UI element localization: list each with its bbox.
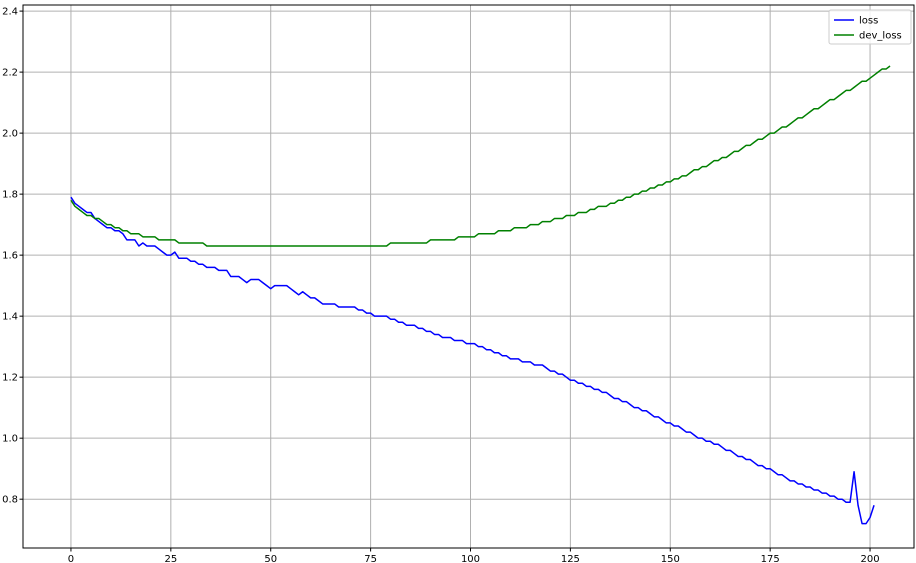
plot-frame (22, 4, 915, 549)
y-tick-label: 1.2 (2, 373, 18, 384)
x-tick-label: 50 (264, 554, 277, 563)
x-tick-label: 25 (164, 554, 177, 563)
x-tick-label: 0 (68, 554, 74, 563)
x-tick-label: 100 (461, 554, 480, 563)
series-lines (70, 65, 891, 525)
x-tick-label: 150 (661, 554, 680, 563)
y-tick-label: 2.0 (2, 129, 18, 140)
y-tick-label: 2.2 (2, 68, 18, 79)
legend: loss dev_loss (828, 9, 912, 45)
y-axis-ticks: 0.8 1.0 1.2 1.4 1.6 1.8 2.0 2.2 2.4 (2, 7, 23, 506)
series-line-dev-loss (70, 65, 891, 247)
series-line-loss (70, 196, 875, 525)
y-tick-label: 1.0 (2, 434, 18, 445)
x-tick-label: 200 (861, 554, 880, 563)
x-tick-label: 125 (561, 554, 580, 563)
grid-lines (23, 5, 914, 548)
y-tick-label: 1.8 (2, 190, 18, 201)
y-tick-label: 2.4 (2, 7, 18, 18)
legend-label: loss (859, 16, 878, 27)
x-axis-ticks: 0 25 50 75 100 125 150 175 200 (68, 548, 880, 563)
y-tick-label: 1.6 (2, 251, 18, 262)
legend-label: dev_loss (859, 31, 902, 42)
y-tick-label: 1.4 (2, 312, 18, 323)
y-tick-label: 0.8 (2, 495, 18, 506)
x-tick-label: 175 (761, 554, 780, 563)
x-tick-label: 75 (364, 554, 377, 563)
